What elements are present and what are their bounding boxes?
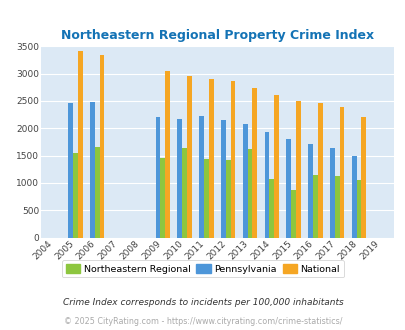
- Bar: [73, 153, 78, 238]
- Bar: [252, 88, 256, 238]
- Bar: [95, 148, 100, 238]
- Legend: Northeastern Regional, Pennsylvania, National: Northeastern Regional, Pennsylvania, Nat…: [62, 260, 343, 278]
- Bar: [312, 175, 317, 238]
- Bar: [78, 50, 83, 238]
- Bar: [329, 148, 334, 238]
- Text: Crime Index corresponds to incidents per 100,000 inhabitants: Crime Index corresponds to incidents per…: [62, 298, 343, 307]
- Bar: [351, 156, 356, 238]
- Bar: [155, 117, 160, 238]
- Bar: [225, 160, 230, 238]
- Bar: [286, 139, 290, 238]
- Bar: [242, 124, 247, 238]
- Bar: [290, 190, 295, 238]
- Bar: [186, 76, 191, 238]
- Bar: [182, 148, 186, 238]
- Bar: [334, 176, 339, 238]
- Bar: [208, 79, 213, 238]
- Bar: [165, 71, 169, 238]
- Bar: [273, 95, 278, 238]
- Bar: [198, 115, 203, 238]
- Bar: [177, 119, 182, 238]
- Bar: [307, 144, 312, 238]
- Bar: [317, 103, 322, 238]
- Bar: [295, 101, 300, 238]
- Bar: [264, 132, 269, 238]
- Bar: [269, 179, 273, 238]
- Title: Northeastern Regional Property Crime Index: Northeastern Regional Property Crime Ind…: [60, 29, 373, 42]
- Bar: [356, 180, 360, 238]
- Bar: [230, 81, 235, 238]
- Bar: [339, 108, 343, 238]
- Bar: [90, 102, 95, 238]
- Bar: [160, 158, 165, 238]
- Bar: [247, 149, 252, 238]
- Text: © 2025 CityRating.com - https://www.cityrating.com/crime-statistics/: © 2025 CityRating.com - https://www.city…: [64, 317, 341, 326]
- Bar: [203, 159, 208, 238]
- Bar: [100, 55, 104, 238]
- Bar: [360, 117, 365, 238]
- Bar: [220, 120, 225, 238]
- Bar: [68, 103, 73, 238]
